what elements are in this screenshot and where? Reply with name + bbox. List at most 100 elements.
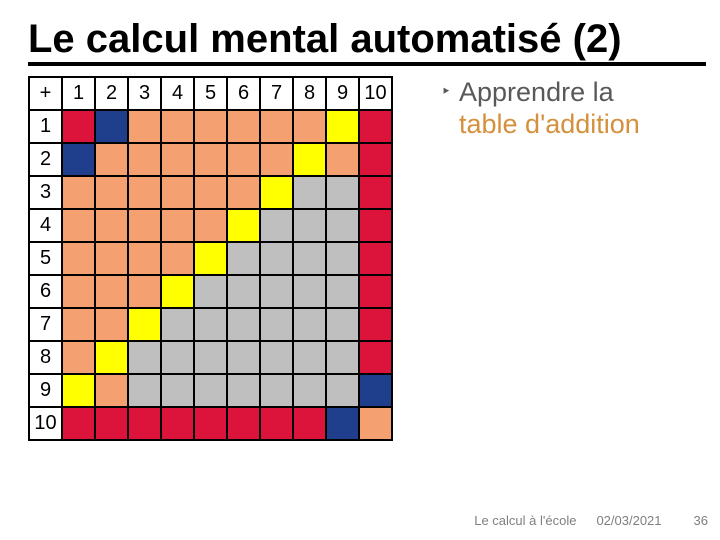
grid-cell <box>95 308 128 341</box>
grid-cell <box>326 110 359 143</box>
grid-row-header: 8 <box>29 341 62 374</box>
grid-cell <box>128 242 161 275</box>
grid-cell <box>293 209 326 242</box>
grid-cell <box>293 242 326 275</box>
grid-cell <box>293 407 326 440</box>
grid-cell <box>260 242 293 275</box>
grid-cell <box>161 341 194 374</box>
grid-cell <box>293 176 326 209</box>
grid-cell <box>62 209 95 242</box>
grid-cell <box>128 176 161 209</box>
grid-cell <box>62 341 95 374</box>
grid-cell <box>95 242 128 275</box>
grid-cell <box>359 143 392 176</box>
grid-cell <box>161 308 194 341</box>
grid-cell <box>227 209 260 242</box>
grid-cell <box>227 110 260 143</box>
grid-cell <box>227 341 260 374</box>
grid-cell <box>62 110 95 143</box>
grid-cell <box>194 242 227 275</box>
grid-cell <box>260 143 293 176</box>
grid-cell <box>128 407 161 440</box>
grid-col-header: 5 <box>194 77 227 110</box>
grid-cell <box>359 242 392 275</box>
grid: +1234567891012345678910 <box>28 76 393 441</box>
grid-col-header: 1 <box>62 77 95 110</box>
grid-cell <box>359 374 392 407</box>
grid-cell <box>128 110 161 143</box>
bullet-line2: table d'addition <box>459 108 700 140</box>
grid-cell <box>128 275 161 308</box>
grid-cell <box>194 209 227 242</box>
grid-cell <box>95 110 128 143</box>
grid-cell <box>95 143 128 176</box>
page-title: Le calcul mental automatisé (2) <box>28 18 706 66</box>
grid-cell <box>62 242 95 275</box>
grid-cell <box>194 341 227 374</box>
grid-cell <box>359 308 392 341</box>
grid-cell <box>326 176 359 209</box>
grid-cell <box>326 275 359 308</box>
grid-col-header: 4 <box>161 77 194 110</box>
grid-cell <box>260 275 293 308</box>
grid-cell <box>260 308 293 341</box>
grid-cell <box>194 110 227 143</box>
grid-cell <box>95 209 128 242</box>
grid-cell <box>359 209 392 242</box>
grid-cell <box>128 308 161 341</box>
bullet-text: ‣Apprendre la table d'addition <box>441 76 720 441</box>
grid-cell <box>194 275 227 308</box>
grid-cell <box>128 341 161 374</box>
grid-cell <box>260 110 293 143</box>
grid-cell <box>95 176 128 209</box>
grid-row-header: 9 <box>29 374 62 407</box>
grid-cell <box>326 209 359 242</box>
grid-col-header: 3 <box>128 77 161 110</box>
grid-cell <box>161 275 194 308</box>
grid-cell <box>62 176 95 209</box>
grid-cell <box>359 407 392 440</box>
grid-col-header: 10 <box>359 77 392 110</box>
grid-cell <box>227 143 260 176</box>
grid-cell <box>161 407 194 440</box>
grid-cell <box>293 341 326 374</box>
grid-cell <box>293 308 326 341</box>
grid-cell <box>326 341 359 374</box>
grid-row-header: 4 <box>29 209 62 242</box>
grid-cell <box>326 374 359 407</box>
grid-cell <box>227 407 260 440</box>
grid-row-header: 1 <box>29 110 62 143</box>
grid-cell <box>293 143 326 176</box>
grid-cell <box>161 242 194 275</box>
grid-cell <box>194 143 227 176</box>
grid-cell <box>359 275 392 308</box>
grid-cell <box>62 308 95 341</box>
grid-col-header: 8 <box>293 77 326 110</box>
grid-cell <box>359 110 392 143</box>
grid-cell <box>62 374 95 407</box>
grid-cell <box>260 176 293 209</box>
grid-cell <box>194 407 227 440</box>
grid-cell <box>326 308 359 341</box>
bullet-line1: Apprendre la <box>459 77 614 107</box>
grid-cell <box>227 374 260 407</box>
grid-cell <box>359 341 392 374</box>
grid-cell <box>227 308 260 341</box>
grid-cell <box>260 407 293 440</box>
grid-cell <box>227 275 260 308</box>
grid-corner: + <box>29 77 62 110</box>
grid-col-header: 9 <box>326 77 359 110</box>
grid-cell <box>326 143 359 176</box>
grid-cell <box>161 209 194 242</box>
grid-row-header: 7 <box>29 308 62 341</box>
grid-cell <box>293 110 326 143</box>
grid-cell <box>95 407 128 440</box>
grid-col-header: 2 <box>95 77 128 110</box>
grid-cell <box>359 176 392 209</box>
grid-cell <box>128 374 161 407</box>
grid-row-header: 6 <box>29 275 62 308</box>
grid-cell <box>161 110 194 143</box>
grid-cell <box>260 374 293 407</box>
grid-cell <box>62 143 95 176</box>
grid-cell <box>161 176 194 209</box>
